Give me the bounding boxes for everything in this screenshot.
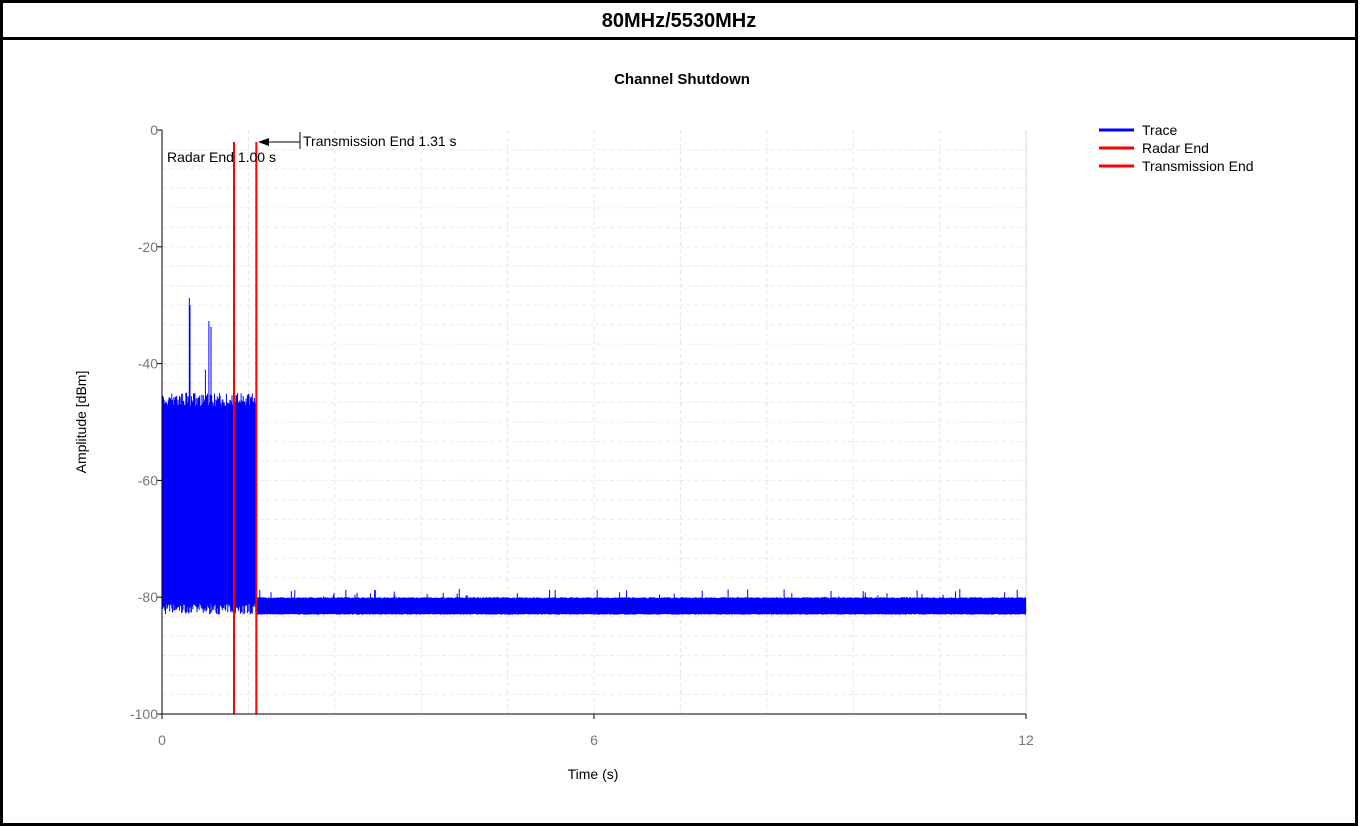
- y-tick-label: -80: [138, 589, 158, 605]
- marker-lines: [233, 142, 258, 714]
- y-tick-label: 0: [150, 122, 158, 138]
- legend-label: Transmission End: [1142, 158, 1254, 174]
- chart-title: Channel Shutdown: [614, 71, 750, 88]
- y-tick-label: -60: [138, 472, 158, 488]
- x-axis-label: Time (s): [568, 766, 619, 782]
- header-title: 80MHz/5530MHz: [601, 10, 757, 32]
- radar-end-annotation: Radar End 1.00 s: [167, 149, 276, 165]
- chart-header: 80MHz/5530MHz: [3, 3, 1355, 40]
- y-tick-label: -40: [138, 356, 158, 372]
- grid: [162, 130, 1027, 714]
- annotation-arrow-head: [258, 138, 269, 146]
- legend-label: Radar End: [1142, 140, 1209, 156]
- transmission-end-annotation: Transmission End 1.31 s: [303, 133, 457, 149]
- x-tick-label: 6: [590, 732, 598, 748]
- annotations: Radar End 1.00 s Transmission End 1.31 s: [167, 132, 457, 165]
- legend: Trace Radar End Transmission End: [1099, 122, 1254, 174]
- x-tick-label: 0: [158, 732, 166, 748]
- y-tick-label: -100: [130, 706, 158, 722]
- y-axis-label: Amplitude [dBm]: [73, 371, 89, 474]
- trace-segment: [161, 298, 257, 615]
- legend-label: Trace: [1142, 122, 1177, 138]
- y-tick-label: -20: [138, 239, 158, 255]
- x-tick-label: 12: [1018, 732, 1034, 748]
- trace-segment: [255, 589, 1027, 615]
